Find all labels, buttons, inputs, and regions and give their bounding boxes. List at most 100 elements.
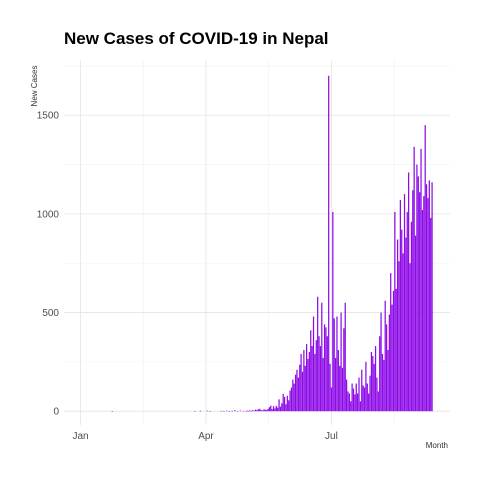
bar — [252, 410, 254, 412]
bar — [279, 406, 282, 412]
bar — [199, 410, 202, 412]
x-axis-title: Month — [426, 441, 448, 450]
bar — [306, 344, 308, 412]
bar — [209, 410, 211, 412]
bar — [395, 288, 397, 412]
bar — [333, 318, 335, 412]
bar — [282, 393, 284, 412]
bar — [294, 374, 297, 412]
bar — [387, 350, 389, 412]
bar — [413, 146, 415, 412]
bar — [412, 190, 414, 412]
bar — [403, 194, 406, 412]
bar — [231, 410, 233, 412]
bar — [406, 211, 408, 412]
bar — [339, 365, 341, 412]
bar — [299, 364, 301, 412]
bar — [278, 399, 280, 412]
bar — [206, 410, 208, 412]
bar — [361, 369, 363, 412]
bar — [385, 324, 388, 412]
bar — [431, 182, 433, 412]
x-tick-labels: Jan Apr Jul — [72, 431, 337, 442]
bar — [370, 352, 373, 412]
bar — [301, 371, 304, 412]
bar — [194, 410, 196, 412]
bar — [307, 358, 309, 412]
bar — [314, 353, 316, 412]
bar — [245, 410, 247, 412]
bar — [315, 340, 317, 412]
bar — [391, 304, 393, 412]
bar — [416, 164, 418, 412]
bar — [348, 393, 350, 412]
bar — [417, 176, 419, 412]
y-tick-label: 1500 — [37, 111, 60, 122]
y-tick-labels: 0 500 1000 1500 — [37, 111, 60, 418]
bar — [365, 361, 367, 412]
bar — [234, 410, 236, 412]
bar — [255, 409, 257, 412]
bar — [376, 377, 378, 412]
bar — [272, 406, 275, 412]
bar — [285, 404, 287, 412]
bar — [268, 407, 271, 412]
bar — [246, 410, 248, 412]
bar — [303, 350, 305, 412]
bar — [399, 200, 401, 412]
bar — [344, 302, 346, 412]
bar — [430, 217, 432, 412]
bar — [381, 353, 384, 412]
bar — [423, 196, 425, 412]
bar — [352, 388, 355, 412]
bar — [402, 253, 404, 412]
bar — [334, 357, 337, 412]
bar — [283, 396, 286, 412]
bar — [351, 383, 353, 412]
bar — [398, 261, 400, 412]
bar — [329, 363, 331, 412]
grid-lines — [64, 60, 450, 425]
bar — [421, 209, 424, 412]
bar — [355, 383, 357, 412]
bar — [308, 352, 311, 412]
bar — [261, 410, 264, 412]
bar — [319, 346, 322, 412]
bar — [323, 324, 326, 412]
bar — [409, 263, 411, 412]
bar-series — [111, 75, 433, 412]
bar — [228, 410, 231, 412]
bar — [290, 387, 293, 412]
bar — [330, 387, 333, 412]
bar — [368, 393, 370, 412]
x-tick-label: Jan — [72, 431, 88, 442]
bar — [223, 410, 225, 412]
bar — [427, 198, 429, 412]
bar — [325, 327, 327, 412]
chart-title: New Cases of COVID-19 in Nepal — [64, 29, 329, 48]
bar — [275, 405, 277, 412]
bar — [318, 336, 320, 412]
bar — [380, 312, 382, 412]
bar — [369, 375, 371, 412]
bar — [428, 180, 430, 412]
y-tick-label: 1000 — [37, 209, 60, 220]
bar — [350, 401, 352, 412]
bar — [226, 410, 228, 412]
bar — [259, 408, 261, 412]
bar — [388, 314, 390, 412]
bar — [336, 316, 338, 412]
y-tick-label: 500 — [42, 308, 59, 319]
bar — [317, 296, 319, 412]
bar — [420, 148, 422, 412]
bar — [264, 409, 266, 412]
x-tick-label: Jul — [325, 431, 338, 442]
bar — [256, 410, 258, 412]
bar — [260, 410, 262, 412]
bar — [357, 393, 359, 412]
bar — [373, 363, 375, 412]
bar — [297, 377, 299, 412]
bar — [277, 407, 279, 412]
bar — [414, 235, 417, 412]
